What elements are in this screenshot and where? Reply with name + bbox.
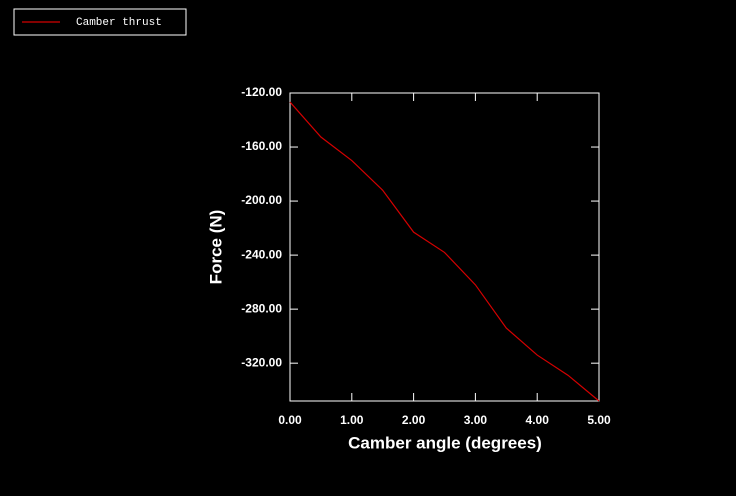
x-tick-label: 2.00 (402, 413, 426, 427)
y-tick-label: -240.00 (241, 247, 282, 261)
y-tick-label: -200.00 (241, 193, 282, 207)
x-tick-label: 0.00 (278, 413, 302, 427)
series-line (289, 101, 600, 402)
x-tick-label: 1.00 (340, 413, 364, 427)
x-tick-label: 5.00 (587, 413, 611, 427)
y-tick-label: -120.00 (241, 85, 282, 99)
y-axis-label: Force (N) (206, 210, 225, 285)
y-tick-label: -280.00 (241, 301, 282, 315)
y-tick-label: -320.00 (241, 355, 282, 369)
legend-label: Camber thrust (76, 17, 162, 29)
plot-frame (289, 92, 600, 402)
x-tick-label: 3.00 (464, 413, 488, 427)
x-axis-label: Camber angle (degrees) (348, 433, 542, 452)
x-tick-label: 4.00 (526, 413, 550, 427)
y-tick-label: -160.00 (241, 139, 282, 153)
